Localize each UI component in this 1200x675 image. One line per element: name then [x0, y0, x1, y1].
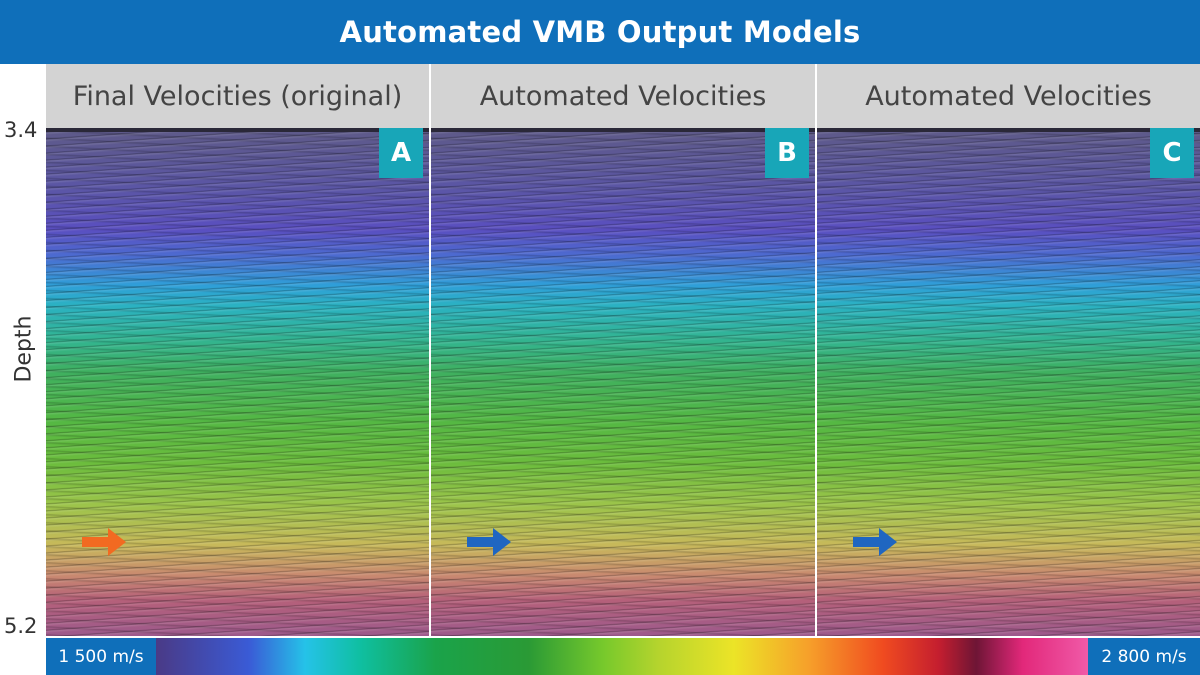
blue-arrow-icon [467, 528, 511, 556]
figure-title: Automated VMB Output Models [339, 15, 861, 49]
panel-b-label: B [765, 128, 809, 178]
orange-arrow-icon [82, 528, 126, 556]
panel-c-label: C [1150, 128, 1194, 178]
depth-top-tick: 3.4 [4, 118, 38, 142]
panel-a-label: A [379, 128, 423, 178]
velocity-color-scale: 1 500 m/s 2 800 m/s [0, 636, 1200, 675]
figure-title-bar: Automated VMB Output Models [0, 0, 1200, 64]
depth-bottom-tick: 5.2 [4, 614, 38, 638]
scale-max-label: 2 800 m/s [1088, 638, 1200, 675]
panel-b: Automated Velocities B [431, 64, 815, 636]
panel-a: Final Velocities (original) A [46, 64, 429, 636]
scale-min-label: 1 500 m/s [46, 638, 156, 675]
panel-c-title: Automated Velocities [865, 80, 1152, 112]
panel-c: Automated Velocities C [817, 64, 1200, 636]
panel-b-seafloor-line [431, 128, 815, 132]
panel-b-title: Automated Velocities [479, 80, 767, 112]
panel-a-seismic-image [46, 128, 429, 636]
panel-a-seafloor-line [46, 128, 429, 132]
blue-arrow-icon [853, 528, 897, 556]
velocity-colorbar [156, 638, 1088, 675]
panel-a-title: Final Velocities (original) [72, 80, 403, 112]
panel-b-seismic-image [431, 128, 815, 636]
panel-c-seafloor-line [817, 128, 1200, 132]
depth-axis: 3.4 Depth 5.2 [0, 64, 46, 638]
panel-c-seismic-image [817, 128, 1200, 636]
depth-axis-title: Depth [11, 315, 37, 383]
